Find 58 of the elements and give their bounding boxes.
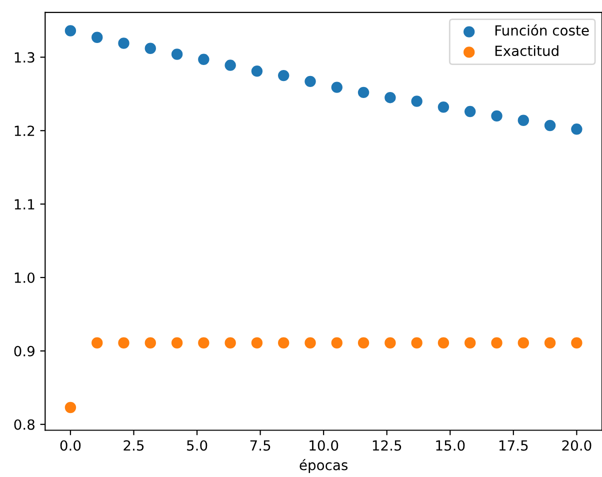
point: [411, 96, 422, 107]
x-tick-label: 12.5: [372, 440, 402, 451]
legend-label: Exactitud: [495, 45, 558, 56]
x-tick-label: 15.0: [436, 440, 465, 451]
point: [518, 114, 530, 126]
point: [144, 42, 156, 54]
y-tick-label: 1.3: [14, 52, 34, 63]
point: [171, 337, 183, 348]
y-tick-label: 1.1: [14, 199, 34, 210]
point: [358, 337, 370, 348]
x-tick-label: 5.0: [187, 440, 208, 451]
point: [491, 110, 502, 122]
y-tick-label: 1.2: [14, 126, 34, 136]
y-tick-label: 1.0: [14, 272, 35, 283]
legend-label: Función coste: [495, 24, 589, 36]
point: [384, 92, 396, 104]
point: [92, 337, 103, 348]
point: [438, 102, 450, 113]
point: [331, 82, 342, 93]
point: [438, 337, 450, 348]
point: [278, 70, 290, 82]
x-tick-label: 0.0: [60, 440, 81, 451]
point: [331, 337, 342, 348]
point: [118, 337, 130, 348]
point: [198, 337, 210, 348]
point: [144, 337, 156, 348]
point: [92, 32, 103, 43]
point: [384, 337, 396, 348]
point: [544, 120, 556, 132]
point: [251, 337, 263, 348]
point: [171, 48, 183, 60]
point: [118, 38, 130, 49]
point: [358, 86, 370, 98]
point: [251, 66, 263, 77]
point: [304, 337, 316, 348]
point: [491, 337, 502, 348]
point: [518, 337, 530, 348]
y-tick-label: 0.8: [14, 419, 34, 430]
point: [544, 337, 556, 348]
x-tick-label: 2.5: [124, 440, 144, 451]
point: [464, 337, 476, 348]
point: [464, 106, 476, 118]
x-tick-label: 17.5: [499, 440, 528, 451]
point: [64, 25, 76, 36]
point: [278, 337, 290, 348]
point: [411, 337, 422, 348]
x-tick-label: 7.5: [250, 440, 270, 451]
point: [571, 124, 582, 135]
point: [224, 337, 236, 348]
x-tick-label: 10.0: [310, 440, 338, 451]
y-tick-label: 0.9: [14, 346, 34, 356]
x-axis-title: épocas: [300, 458, 348, 473]
x-tick-label: 20.0: [562, 440, 592, 451]
point: [198, 54, 210, 66]
point: [224, 60, 236, 71]
point: [304, 76, 316, 88]
point: [571, 337, 582, 348]
point: [64, 402, 76, 414]
